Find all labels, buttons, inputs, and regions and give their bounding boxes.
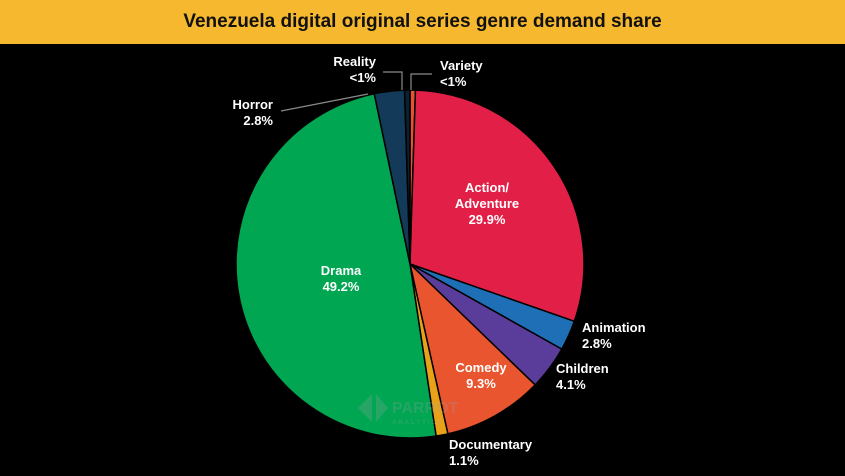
pie-slices xyxy=(235,89,585,439)
watermark-brand: PARROT xyxy=(392,400,459,417)
pie-slice-comedy xyxy=(408,261,537,435)
watermark-logo-icon-right xyxy=(376,394,388,422)
slice-label-animation: Animation 2.8% xyxy=(582,320,646,351)
parrot-watermark: PARROT ANALYTICS xyxy=(358,394,459,426)
watermark-sub: ANALYTICS xyxy=(392,420,444,426)
slice-labels: Variety <1% Action/Adventure 29.9% Animation… xyxy=(233,54,646,468)
pie-slice-reality xyxy=(403,89,411,265)
slice-label-horror: Horror 2.8% xyxy=(233,97,274,128)
slice-label-drama: Drama 49.2% xyxy=(321,263,362,294)
slice-label-variety: Variety <1% xyxy=(440,58,483,89)
slice-label-action-adventure: Action/Adventure 29.9% xyxy=(455,180,519,227)
slice-label-children: Children 4.1% xyxy=(556,361,609,392)
leader-line-variety xyxy=(410,73,432,90)
slice-label-comedy: Comedy 9.3% xyxy=(455,360,507,391)
chart-title-bar: Venezuela digital original series genre … xyxy=(0,0,845,44)
pie-slice-drama xyxy=(235,92,437,439)
slice-label-reality: Reality <1% xyxy=(333,54,376,85)
leader-line-horror xyxy=(280,93,369,112)
label-leader-lines xyxy=(280,71,432,112)
watermark-logo-icon xyxy=(358,394,372,422)
chart-title: Venezuela digital original series genre … xyxy=(183,11,662,32)
leader-line-reality xyxy=(383,71,403,90)
slice-label-documentary: Documentary 1.1% xyxy=(449,437,533,468)
pie-slice-action-adventure xyxy=(409,89,585,323)
